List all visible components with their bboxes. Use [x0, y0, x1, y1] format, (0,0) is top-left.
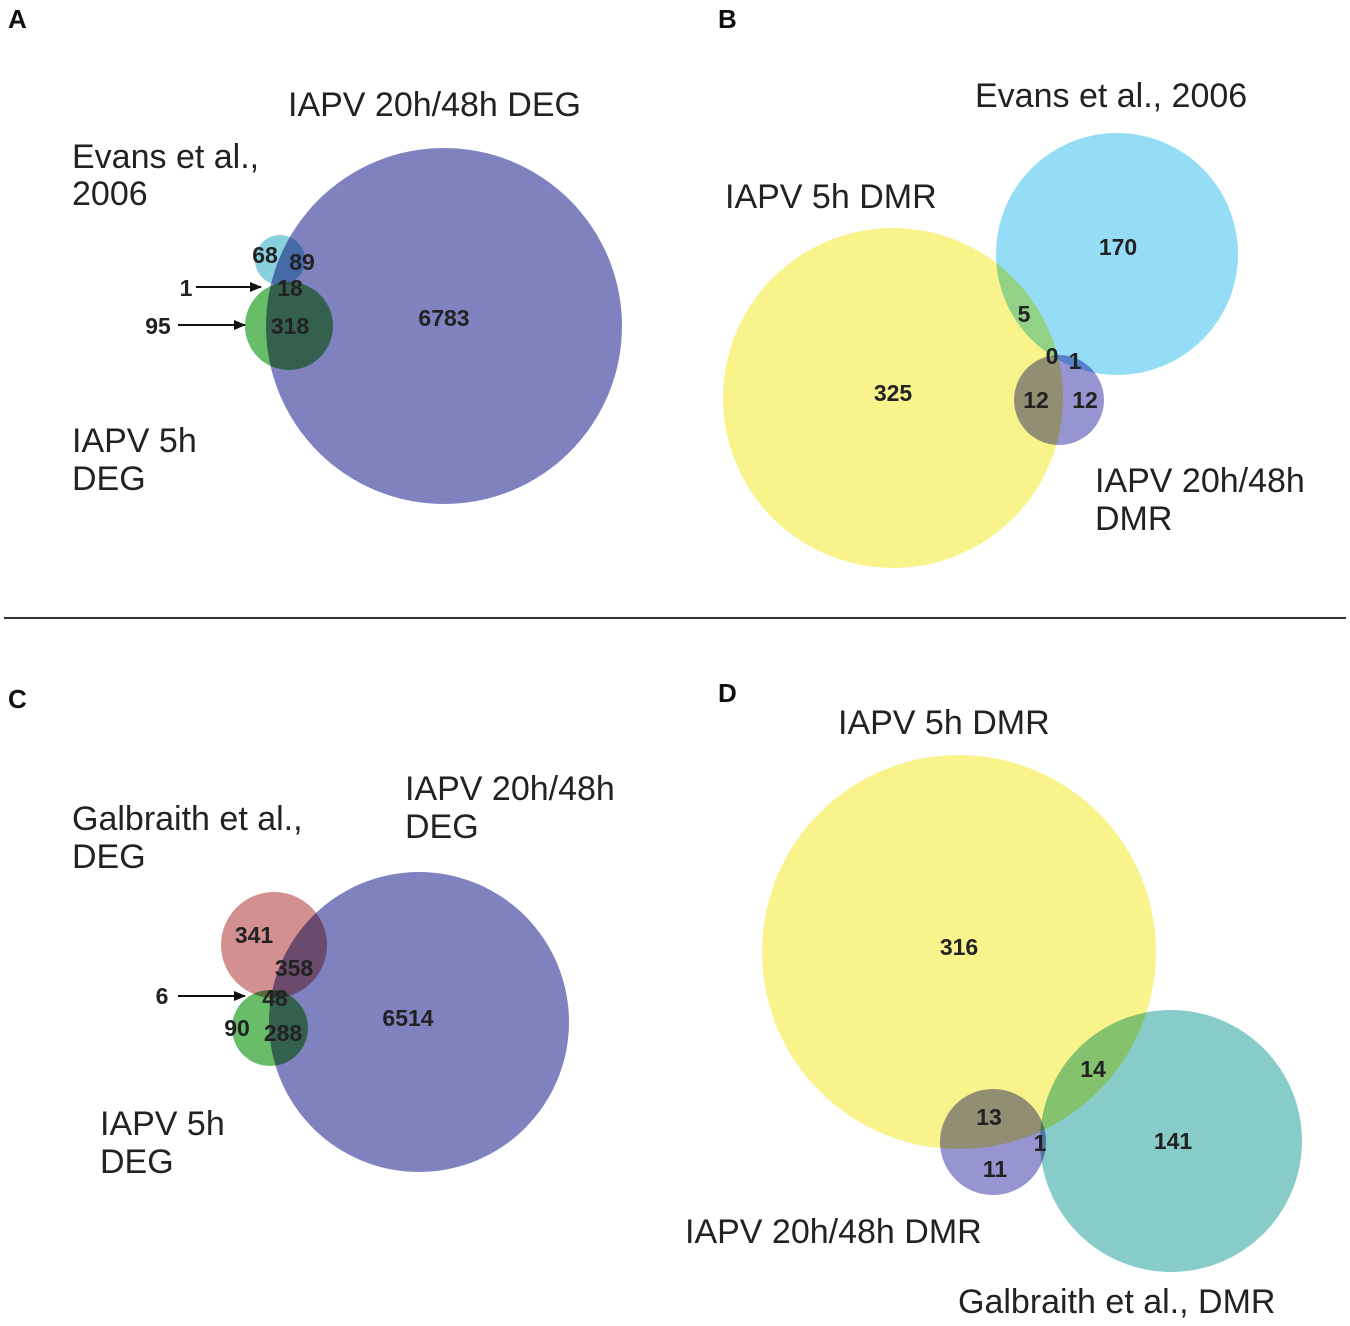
venn-d-label-galbraith: Galbraith et al., DMR	[958, 1283, 1275, 1321]
venn-c-count-galbraith-and-20-48: 358	[275, 955, 314, 981]
venn-c-iapv-5h-deg-circle	[232, 990, 308, 1066]
panel-d: D IAPV 5h DMR IAPV 20h/48h DMR Galbraith…	[685, 678, 1302, 1321]
venn-b-label-iapv5: IAPV 5h DMR	[725, 178, 937, 216]
venn-b-count-only-20-48: 12	[1072, 387, 1098, 413]
venn-a-iapv-5h-deg-circle	[245, 282, 333, 370]
venn-b-count-only-5h: 325	[874, 380, 913, 406]
venn-b-count-5h-and-20-48: 12	[1023, 387, 1049, 413]
venn-a-label-evans-line1: Evans et al.,	[72, 138, 259, 176]
venn-b-label-iapv20-line1: IAPV 20h/48h	[1095, 462, 1305, 500]
venn-a-label-iapv5-line2: DEG	[72, 460, 146, 498]
venn-d-count-only-5h: 316	[940, 934, 978, 960]
venn-b-count-evans-and-5h: 5	[1018, 301, 1031, 327]
venn-c-label-iapv20-line2: DEG	[405, 808, 479, 846]
venn-a-iapv-20-48-deg-circle	[266, 148, 622, 504]
venn-b-evans-circle	[996, 133, 1238, 375]
venn-a-evans-circle	[255, 235, 305, 285]
venn-b-iapv-20-48-dmr-circle	[1014, 355, 1104, 445]
venn-b-label-evans: Evans et al., 2006	[975, 77, 1247, 115]
venn-d-label-iapv5: IAPV 5h DMR	[838, 704, 1050, 742]
panel-c: C Galbraith et al., DEG IAPV 20h/48h DEG…	[8, 684, 615, 1181]
venn-c-label-iapv5-line2: DEG	[100, 1143, 174, 1181]
panel-c-letter: C	[8, 684, 27, 714]
venn-a-arrow-label-only-5h: 95	[145, 313, 171, 339]
venn-d-count-5h-and-20-48: 13	[976, 1104, 1002, 1130]
panel-a-letter: A	[8, 4, 27, 34]
venn-b-count-all-three: 0	[1046, 343, 1059, 369]
venn-d-count-only-20-48: 11	[983, 1156, 1008, 1182]
venn-a-count-evans-and-20-48: 89	[289, 249, 315, 275]
panel-d-letter: D	[718, 678, 737, 708]
venn-c-iapv-20-48-deg-circle	[269, 872, 569, 1172]
venn-d-count-5h-and-galbraith: 14	[1080, 1056, 1106, 1082]
venn-b-count-evans-and-20-48: 1	[1069, 348, 1082, 374]
venn-c-label-iapv5-line1: IAPV 5h	[100, 1105, 225, 1143]
venn-c-arrow-label-galbraith-and-5h: 6	[156, 983, 169, 1009]
venn-a-label-iapv5-line1: IAPV 5h	[72, 422, 197, 460]
venn-d-iapv-20-48-dmr-circle	[940, 1089, 1046, 1195]
venn-c-count-only-5h: 90	[224, 1015, 250, 1041]
venn-c-label-iapv20-line1: IAPV 20h/48h	[405, 770, 615, 808]
venn-d-galbraith-dmr-circle	[1040, 1010, 1302, 1272]
venn-c-count-only-20-48: 6514	[382, 1005, 433, 1031]
venn-a-count-5h-and-20-48: 318	[271, 313, 310, 339]
venn-d-iapv-5h-dmr-circle	[762, 755, 1156, 1149]
venn-c-label-galbraith-line1: Galbraith et al.,	[72, 800, 303, 838]
venn-d-label-iapv20: IAPV 20h/48h DMR	[685, 1213, 982, 1251]
venn-c-count-5h-and-20-48: 288	[264, 1020, 303, 1046]
venn-b-count-only-evans: 170	[1099, 234, 1137, 260]
panel-b-letter: B	[718, 4, 737, 34]
venn-a-count-evans-only: 68	[252, 242, 278, 268]
panel-b: B Evans et al., 2006 IAPV 5h DMR IAPV 20…	[718, 4, 1305, 568]
venn-a-arrow-label-evans-and-5h: 1	[180, 275, 193, 301]
venn-d-count-only-galbraith: 141	[1154, 1128, 1193, 1154]
venn-a-label-evans-line2: 2006	[72, 175, 148, 213]
venn-c-galbraith-circle	[221, 892, 327, 998]
venn-b-label-iapv20-line2: DMR	[1095, 500, 1172, 538]
venn-a-count-all-three: 18	[277, 275, 303, 301]
venn-c-count-all-three: 48	[262, 985, 288, 1011]
venn-c-count-galbraith-only: 341	[235, 922, 274, 948]
venn-c-label-galbraith-line2: DEG	[72, 838, 146, 876]
panel-a: A IAPV 20h/48h DEG Evans et al., 2006 IA…	[8, 4, 622, 504]
venn-d-count-all-three: 1	[1034, 1130, 1047, 1156]
venn-a-label-iapv-20-48: IAPV 20h/48h DEG	[288, 86, 581, 124]
venn-b-iapv-5h-dmr-circle	[723, 228, 1063, 568]
venn-a-count-only-20-48: 6783	[418, 305, 469, 331]
